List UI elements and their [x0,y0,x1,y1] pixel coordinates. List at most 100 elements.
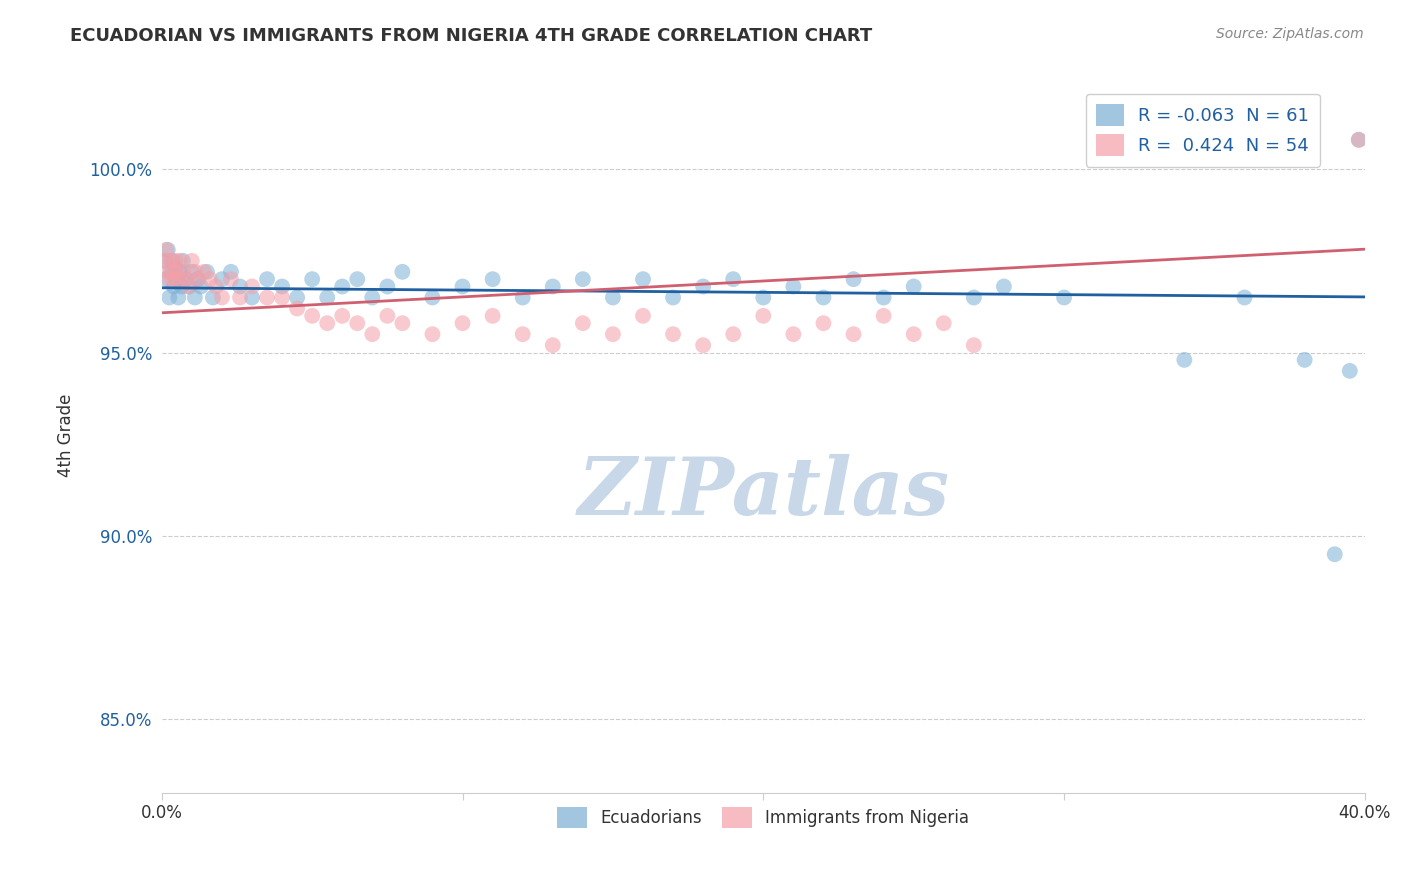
Point [602,327,624,342]
Point [271,279,294,293]
Point [172,253,194,268]
Point [190,279,212,293]
Point [963,338,986,352]
Point [512,327,534,342]
Point [872,309,894,323]
Point [219,265,242,279]
Point [157,291,180,305]
Point [211,272,233,286]
Point [481,309,503,323]
Point [842,272,865,286]
Point [512,291,534,305]
Point [993,279,1015,293]
Point [271,291,294,305]
Y-axis label: 4th Grade: 4th Grade [58,393,75,476]
Text: Source: ZipAtlas.com: Source: ZipAtlas.com [1216,27,1364,41]
Point [1347,133,1369,147]
Point [813,291,835,305]
Point [316,291,339,305]
Point [1294,352,1316,367]
Text: ZIPatlas: ZIPatlas [578,453,949,531]
Point [177,279,200,293]
Point [155,272,177,286]
Point [285,291,308,305]
Point [240,279,263,293]
Point [157,272,180,286]
Point [1347,133,1369,147]
Point [481,272,503,286]
Point [346,316,368,330]
Point [361,291,384,305]
Point [159,265,181,279]
Point [219,272,242,286]
Point [842,327,865,342]
Point [903,279,925,293]
Point [169,253,191,268]
Point [752,291,775,305]
Point [165,261,187,276]
Point [256,291,278,305]
Point [572,272,595,286]
Point [162,265,184,279]
Point [156,243,179,257]
Point [316,316,339,330]
Point [198,272,221,286]
Point [662,291,685,305]
Point [170,279,193,293]
Text: ECUADORIAN VS IMMIGRANTS FROM NIGERIA 4TH GRADE CORRELATION CHART: ECUADORIAN VS IMMIGRANTS FROM NIGERIA 4T… [70,27,873,45]
Point [177,279,200,293]
Point [782,327,804,342]
Point [330,309,353,323]
Point [330,279,353,293]
Point [256,272,278,286]
Point [1323,547,1346,561]
Point [451,316,474,330]
Point [167,291,190,305]
Point [541,338,564,352]
Point [391,316,413,330]
Point [721,327,744,342]
Point [1233,291,1256,305]
Point [631,309,654,323]
Point [1339,364,1361,378]
Point [174,272,197,286]
Point [193,265,215,279]
Point [1053,291,1076,305]
Point [163,272,186,286]
Point [166,265,188,279]
Point [187,272,209,286]
Point [872,291,894,305]
Point [153,253,176,268]
Point [903,327,925,342]
Point [169,265,191,279]
Point [201,291,224,305]
Point [162,253,184,268]
Point [813,316,835,330]
Point [184,265,207,279]
Point [240,291,263,305]
Point [932,316,955,330]
Point [155,243,177,257]
Point [541,279,564,293]
Point [172,265,194,279]
Point [602,291,624,305]
Point [156,265,179,279]
Point [184,291,207,305]
Point [451,279,474,293]
Point [167,272,190,286]
Point [692,279,714,293]
Point [422,291,444,305]
Point [662,327,685,342]
Point [631,272,654,286]
Point [174,272,197,286]
Point [205,279,228,293]
Point [163,279,186,293]
Point [159,253,181,268]
Point [782,279,804,293]
Point [752,309,775,323]
Point [153,253,176,268]
Point [422,327,444,342]
Point [377,309,399,323]
Point [377,279,399,293]
Point [572,316,595,330]
